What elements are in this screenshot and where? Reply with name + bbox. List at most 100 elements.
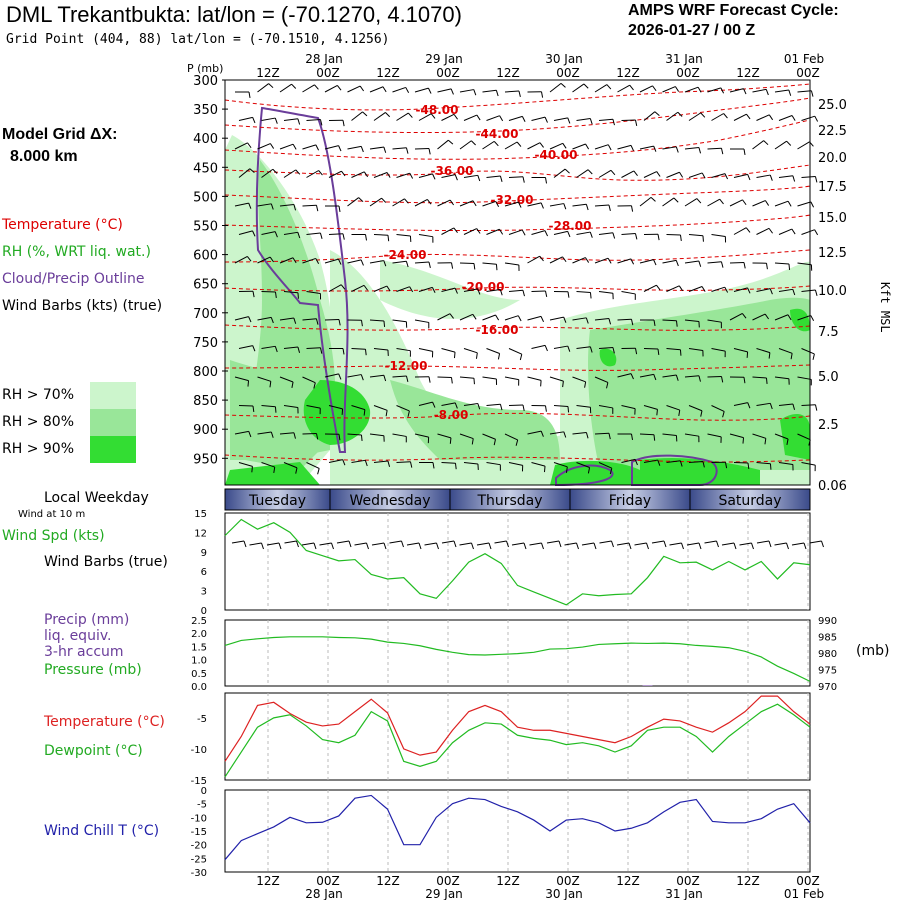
rh90-cell-1 xyxy=(303,380,371,445)
temp-contour-12 xyxy=(224,364,811,371)
pressure-tick-label: 700 xyxy=(193,307,218,322)
surface-barb-flag xyxy=(296,540,299,548)
wind-barb-staff xyxy=(527,202,542,207)
wind-barb-staff xyxy=(396,405,410,412)
wind-barb-staff xyxy=(482,262,497,265)
wind-barb-staff xyxy=(373,234,389,236)
surface-barb-staff xyxy=(459,542,472,546)
wind-barb-staff xyxy=(756,288,771,292)
wind-barb-flag xyxy=(522,290,525,297)
wind-barb-flag xyxy=(792,175,796,182)
dewpoint-label: Dewpoint (°C) xyxy=(44,743,143,759)
wind-barb-flag xyxy=(313,382,316,389)
wind-barb xyxy=(752,200,770,207)
temp-contour-16 xyxy=(224,324,811,331)
wind-barb-staff xyxy=(666,111,679,121)
surface-barb-staff xyxy=(546,540,560,544)
wind-barb-staff xyxy=(257,316,272,321)
wind-barb-staff xyxy=(373,460,388,463)
wind-barb-flag xyxy=(610,169,616,176)
wind-barb-staff xyxy=(733,287,748,292)
wind-barb-staff xyxy=(707,261,722,264)
top-tick-label: 12Z xyxy=(496,66,520,80)
wind-barb-staff xyxy=(617,144,632,150)
wind-barb xyxy=(437,139,454,150)
wind-barb xyxy=(684,375,701,382)
wind-barb-flag xyxy=(544,230,549,237)
temp-tick-label: -10 xyxy=(191,745,207,756)
wind-barb-flag xyxy=(563,203,567,210)
wind-barb-flag xyxy=(587,169,593,175)
wind-barb-flag xyxy=(810,201,815,208)
wind-barb xyxy=(733,287,751,294)
wind-barb xyxy=(572,83,589,93)
surface-barb-flag xyxy=(383,542,387,550)
wind-barb xyxy=(774,140,792,150)
wind-barb xyxy=(302,318,319,325)
wind-barb xyxy=(283,346,301,353)
wind-barb xyxy=(369,433,385,442)
wind-barb-flag xyxy=(426,199,432,205)
wind-barb-staff xyxy=(733,348,748,353)
wind-barb xyxy=(459,200,477,207)
wind-barb-flag xyxy=(251,466,253,473)
wind-barb-flag xyxy=(724,286,729,293)
temp-contour-label: -16.00 xyxy=(476,323,519,337)
panel-tick-label: 9 xyxy=(201,548,207,559)
surface-barb-flag xyxy=(488,542,492,550)
wind-barb-flag xyxy=(675,320,678,327)
height-tick-label: 2.5 xyxy=(818,418,839,433)
surface-barb-flag xyxy=(663,540,667,548)
rh-shading xyxy=(225,135,810,485)
wind-barb-staff xyxy=(707,147,722,150)
bottom-tick-label: 00Z xyxy=(316,874,340,888)
wind-barb-staff xyxy=(598,462,612,469)
wind-barb xyxy=(508,289,525,297)
wind-barb xyxy=(279,204,297,211)
wind-barb xyxy=(553,168,570,178)
wind-barb-staff xyxy=(576,462,590,468)
wind-barb xyxy=(774,433,789,445)
wind-barb-flag xyxy=(657,348,660,356)
wind-barb-flag xyxy=(679,460,683,467)
wind-barb-staff xyxy=(459,89,474,93)
surface-barb-flag xyxy=(401,540,404,548)
wind-barb-flag xyxy=(338,373,342,380)
bottom-tick-label: 00Z xyxy=(676,874,700,888)
wind-barb-staff xyxy=(774,89,789,93)
wind-barb-flag xyxy=(609,468,613,475)
wind-barb-staff xyxy=(257,143,271,150)
wind-barb xyxy=(324,373,342,380)
wind-barb xyxy=(306,170,323,178)
wind-barb xyxy=(531,230,549,237)
wind-barb-flag xyxy=(747,402,751,409)
wind-barb xyxy=(684,198,702,207)
wind-barb xyxy=(617,84,634,93)
surface-barb-staff xyxy=(476,542,490,546)
wind-barb-staff xyxy=(756,227,770,235)
surface-barb-flag xyxy=(751,542,754,550)
wind-barb-flag xyxy=(431,287,436,293)
wind-barb-staff xyxy=(486,228,500,235)
temp-contour-label: -20.00 xyxy=(462,280,505,294)
wind-barb xyxy=(504,201,522,208)
wind-barb xyxy=(549,203,567,210)
wind-barb-staff xyxy=(302,318,317,321)
wind-barb-flag xyxy=(791,228,796,235)
panel-frame xyxy=(224,692,811,781)
wind-barb-staff xyxy=(549,256,563,264)
wind-barb-staff xyxy=(729,312,743,321)
wind-barb-flag xyxy=(567,291,570,298)
surface-barb-staff xyxy=(564,542,577,546)
precip-label-2: liq. equiv. xyxy=(44,628,112,644)
wind-barb-flag xyxy=(657,459,661,466)
wind-barb xyxy=(328,284,346,292)
wind-barb-flag xyxy=(477,175,481,182)
wind-barb-flag xyxy=(608,204,611,211)
surface-barb-flag xyxy=(716,540,719,548)
wind-barb xyxy=(617,318,634,326)
wind-barb xyxy=(459,89,477,96)
wind-barb xyxy=(778,403,796,410)
wind-barb-flag xyxy=(584,381,587,388)
wind-barb-staff xyxy=(733,173,748,178)
